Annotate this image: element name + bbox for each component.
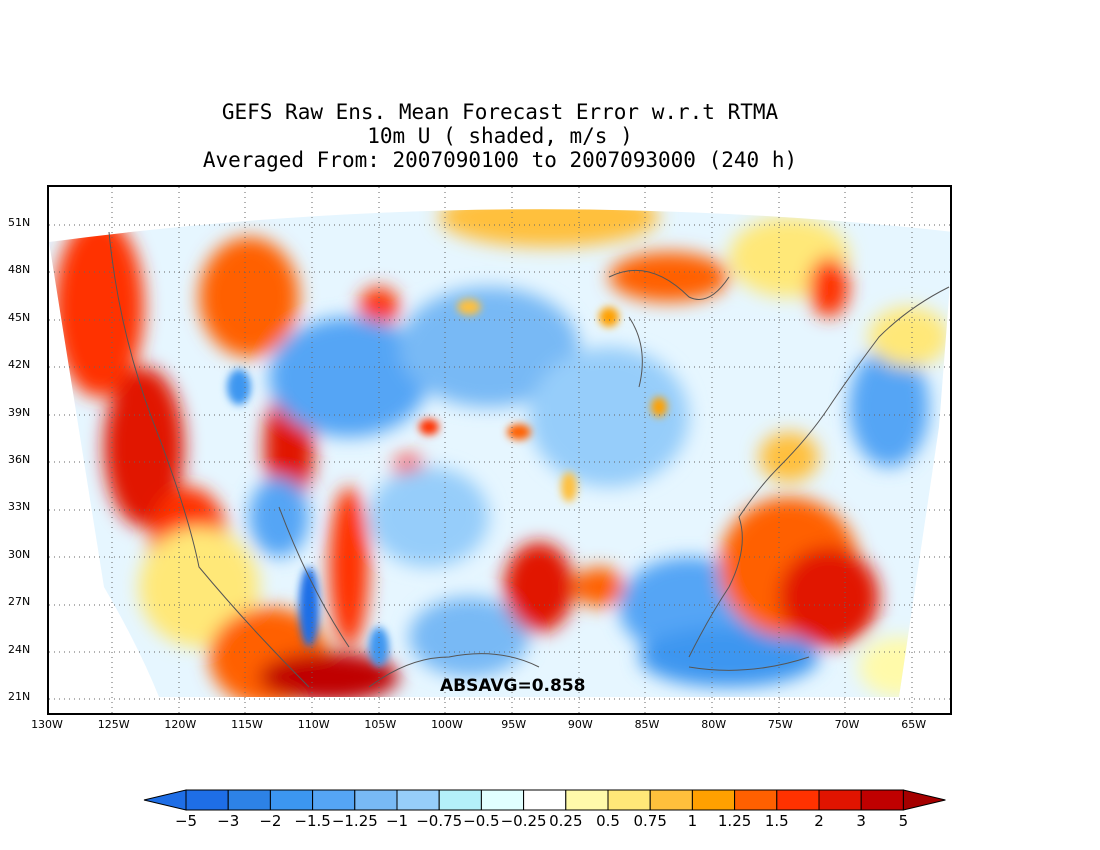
colorbar-box (185, 789, 229, 811)
lon-label: 70W (834, 718, 860, 731)
shaded-blobs (54, 209, 949, 697)
lat-label: 48N (8, 263, 31, 277)
colorbar-box (607, 789, 651, 811)
title-block: GEFS Raw Ens. Mean Forecast Error w.r.t … (0, 100, 1000, 172)
lat-label: 39N (8, 405, 31, 419)
absavg-statistic: ABSAVG=0.858 (440, 676, 586, 696)
colorbar-box (480, 789, 525, 811)
colorbar-label: −1 (385, 812, 409, 830)
colorbar-label: 0.75 (633, 812, 667, 830)
colorbar-label: −2 (259, 812, 282, 830)
lon-label: 95W (501, 718, 527, 731)
map-frame (47, 185, 952, 715)
colorbar-label: −1.5 (294, 812, 331, 830)
lon-label: 130W (31, 718, 63, 731)
lat-label: 51N (8, 216, 31, 229)
colorbar-label: −3 (217, 812, 240, 830)
lat-label: 30N (8, 547, 31, 561)
lat-label: 21N (8, 690, 31, 703)
colorbar-label: −0.75 (416, 812, 463, 830)
colorbar-box (396, 789, 440, 811)
lat-label: 45N (8, 310, 31, 324)
colorbar-label: −0.5 (463, 812, 500, 830)
colorbar-box (269, 789, 314, 811)
lat-label: 24N (8, 642, 31, 656)
colorbar-label: 2 (814, 812, 824, 830)
colorbar-box (691, 789, 736, 811)
colorbar-label: −1.25 (331, 812, 378, 830)
colorbar-box (312, 789, 356, 811)
colorbar-arrow-high (902, 789, 946, 811)
lon-label: 65W (901, 718, 927, 731)
colorbar-box (438, 789, 482, 811)
lon-label: 125W (97, 718, 130, 731)
colorbar-label: 1.25 (717, 812, 752, 830)
colorbar-box (523, 789, 567, 811)
colorbar-box (734, 789, 778, 811)
lon-label: 120W (164, 718, 197, 731)
colorbar-label: 5 (898, 812, 909, 830)
lon-label: 90W (567, 718, 593, 731)
lat-label: 33N (8, 500, 31, 514)
colorbar-label: −5 (174, 812, 198, 830)
colorbar-label: 0.5 (596, 812, 620, 830)
colorbar-label: 1 (687, 812, 698, 830)
lat-label: 36N (8, 453, 31, 466)
colorbar-box (776, 789, 820, 811)
lon-label: 85W (634, 718, 660, 731)
lat-label: 42N (8, 358, 31, 372)
colorbar-box (354, 789, 398, 811)
title-line-3: Averaged From: 2007090100 to 2007093000 … (202, 148, 798, 172)
colorbar-box (649, 789, 693, 811)
title-line-2: 10m U ( shaded, m/s ) (367, 124, 633, 148)
colorbar (143, 789, 946, 811)
forecast-error-map (49, 187, 950, 713)
colorbar-box (227, 789, 271, 811)
colorbar-label: 3 (856, 812, 866, 830)
colorbar-arrow-low (143, 789, 187, 811)
lon-label: 80W (701, 718, 727, 731)
lon-label: 115W (231, 718, 263, 731)
lon-label: 110W (297, 718, 330, 731)
colorbar-label: 0.25 (549, 812, 583, 830)
colorbar-label: 1.5 (764, 812, 789, 830)
colorbar-box (818, 789, 862, 811)
coastlines (108, 231, 950, 688)
shaded-field (49, 209, 950, 697)
lon-label: 105W (364, 718, 397, 731)
colorbar-box (860, 789, 904, 811)
title-line-1: GEFS Raw Ens. Mean Forecast Error w.r.t … (221, 100, 779, 124)
colorbar-box (565, 789, 609, 811)
map-gridlines (49, 187, 950, 713)
lon-label: 100W (431, 718, 463, 731)
lat-label: 27N (8, 595, 31, 609)
lon-label: 75W (767, 718, 793, 731)
colorbar-label: −0.25 (500, 812, 547, 830)
